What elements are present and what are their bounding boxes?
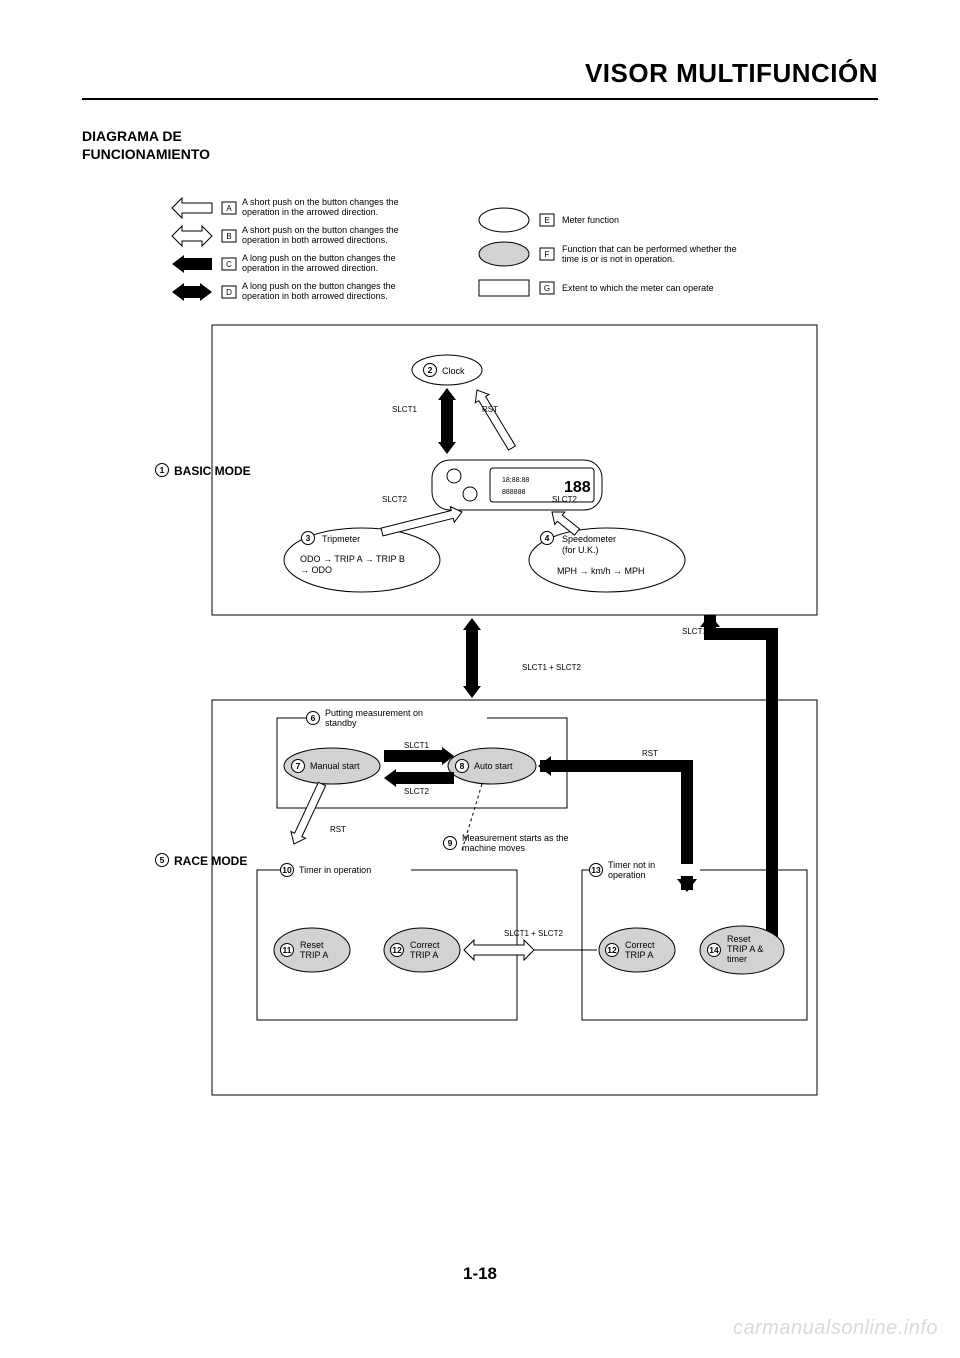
svg-text:(for U.K.): (for U.K.)	[562, 545, 599, 555]
svg-text:Speedometer: Speedometer	[562, 534, 616, 544]
svg-text:RST: RST	[642, 749, 658, 758]
svg-text:2: 2	[428, 365, 433, 375]
svg-text:A: A	[226, 204, 232, 213]
svg-text:F: F	[545, 250, 550, 259]
svg-text:A short push on the button cha: A short push on the button changes the	[242, 197, 399, 207]
svg-text:5: 5	[160, 855, 165, 865]
svg-text:Meter function: Meter function	[562, 215, 619, 225]
svg-text:Correct: Correct	[625, 940, 655, 950]
svg-text:operation in both arrowed dire: operation in both arrowed directions.	[242, 291, 388, 301]
svg-text:MPH → km/h → MPH: MPH → km/h → MPH	[557, 566, 645, 576]
svg-text:A short push on the button cha: A short push on the button changes the	[242, 225, 399, 235]
svg-text:C: C	[226, 260, 232, 269]
svg-text:11: 11	[283, 945, 292, 955]
svg-text:standby: standby	[325, 718, 357, 728]
svg-text:SLCT2: SLCT2	[382, 495, 407, 504]
svg-text:8: 8	[460, 761, 465, 771]
svg-text:14: 14	[709, 945, 719, 955]
svg-text:timer: timer	[727, 954, 747, 964]
svg-text:A long push on the button chan: A long push on the button changes the	[242, 281, 396, 291]
svg-text:Putting measurement on: Putting measurement on	[325, 708, 423, 718]
svg-text:operation in the arrowed direc: operation in the arrowed direction.	[242, 263, 378, 273]
svg-text:SLCT2: SLCT2	[552, 495, 577, 504]
svg-text:9: 9	[448, 838, 453, 848]
svg-text:4: 4	[545, 533, 550, 543]
svg-text:A long push on the button chan: A long push on the button changes the	[242, 253, 396, 263]
svg-text:SLCT2: SLCT2	[404, 787, 429, 796]
title-rule	[82, 98, 878, 100]
svg-text:SLCT1 + SLCT2: SLCT1 + SLCT2	[504, 929, 563, 938]
svg-text:12: 12	[392, 945, 402, 955]
watermark: carmanualsonline.info	[733, 1317, 938, 1340]
svg-text:188: 188	[564, 479, 591, 496]
svg-text:BASIC MODE: BASIC MODE	[174, 464, 251, 478]
svg-text:time is or is not in operation: time is or is not in operation.	[562, 254, 675, 264]
svg-text:RST: RST	[330, 825, 346, 834]
section-heading-l2: FUNCIONAMIENTO	[82, 146, 210, 162]
svg-text:Extent to which the meter can: Extent to which the meter can operate	[562, 283, 714, 293]
svg-text:10: 10	[282, 865, 292, 875]
svg-text:operation in both arrowed dire: operation in both arrowed directions.	[242, 235, 388, 245]
svg-text:B: B	[226, 232, 231, 241]
svg-text:SLCT1 + SLCT2: SLCT1 + SLCT2	[682, 627, 741, 636]
page-title: VISOR MULTIFUNCIÓN	[585, 58, 878, 89]
svg-text:G: G	[544, 284, 550, 293]
svg-text:Clock: Clock	[442, 366, 465, 376]
operation-diagram: AA short push on the button changes theo…	[82, 190, 878, 1102]
svg-text:Auto start: Auto start	[474, 761, 513, 771]
section-heading-l1: DIAGRAMA DE	[82, 128, 182, 144]
svg-text:Timer not in: Timer not in	[608, 860, 655, 870]
svg-text:6: 6	[311, 713, 316, 723]
svg-text:Tripmeter: Tripmeter	[322, 534, 360, 544]
svg-text:12: 12	[607, 945, 617, 955]
svg-text:Timer in operation: Timer in operation	[299, 865, 371, 875]
svg-text:1: 1	[160, 465, 165, 475]
svg-text:Measurement starts as the: Measurement starts as the	[462, 833, 569, 843]
svg-text:TRIP A &: TRIP A &	[727, 944, 763, 954]
page-number: 1-18	[0, 1264, 960, 1284]
svg-text:18:88:88: 18:88:88	[502, 477, 529, 484]
svg-text:SLCT1 + SLCT2: SLCT1 + SLCT2	[522, 663, 581, 672]
svg-text:SLCT1: SLCT1	[392, 405, 417, 414]
svg-text:Reset: Reset	[727, 934, 751, 944]
svg-text:D: D	[226, 288, 232, 297]
svg-text:13: 13	[591, 865, 601, 875]
svg-text:TRIP A: TRIP A	[300, 950, 328, 960]
svg-text:SLCT1: SLCT1	[404, 741, 429, 750]
svg-text:Correct: Correct	[410, 940, 440, 950]
svg-text:ODO → TRIP A → TRIP B: ODO → TRIP A → TRIP B	[300, 554, 405, 564]
svg-text:Manual start: Manual start	[310, 761, 360, 771]
svg-text:3: 3	[306, 533, 311, 543]
svg-text:888888: 888888	[502, 489, 525, 496]
svg-text:E: E	[544, 216, 549, 225]
svg-text:TRIP A: TRIP A	[410, 950, 438, 960]
svg-text:operation in the arrowed direc: operation in the arrowed direction.	[242, 207, 378, 217]
svg-text:operation: operation	[608, 870, 646, 880]
svg-text:TRIP A: TRIP A	[625, 950, 653, 960]
svg-text:→ ODO: → ODO	[300, 565, 332, 575]
svg-text:7: 7	[296, 761, 301, 771]
svg-text:Function that can be performed: Function that can be performed whether t…	[562, 244, 737, 254]
section-heading: DIAGRAMA DE FUNCIONAMIENTO	[82, 128, 210, 163]
svg-text:Reset: Reset	[300, 940, 324, 950]
svg-text:machine moves: machine moves	[462, 843, 526, 853]
svg-text:RACE MODE: RACE MODE	[174, 854, 247, 868]
svg-text:RST: RST	[482, 405, 498, 414]
